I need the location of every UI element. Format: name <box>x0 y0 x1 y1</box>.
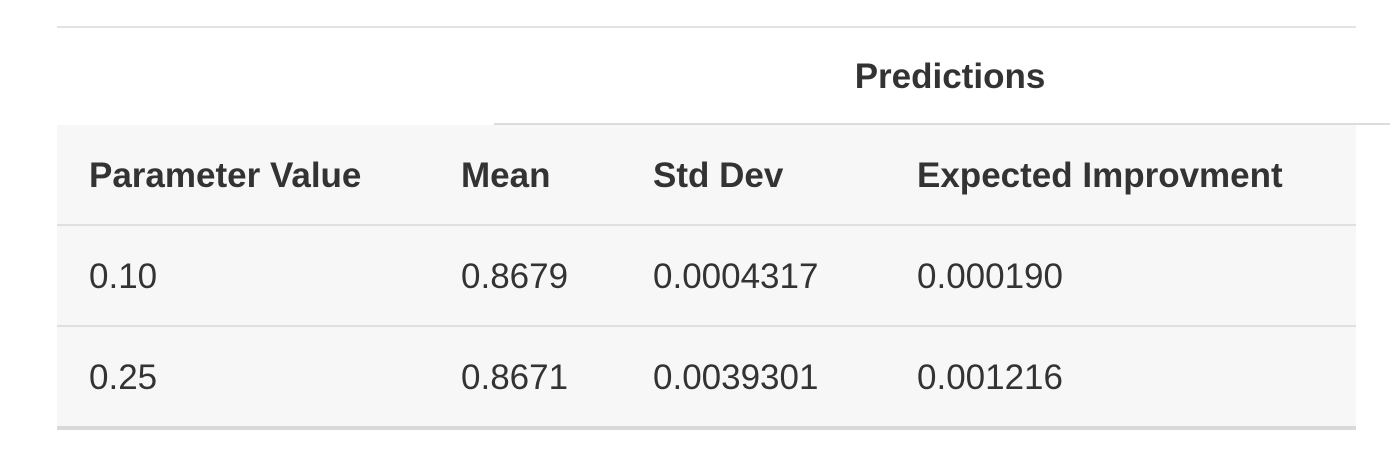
table-row: 0.10 0.8679 0.0004317 0.000190 <box>57 226 1356 327</box>
table-header-row: Parameter Value Mean Std Dev Expected Im… <box>57 125 1356 226</box>
header-parameter-value: Parameter Value <box>89 156 362 195</box>
cell-std-dev: 0.0039301 <box>653 358 819 397</box>
predictions-table: Parameter Value Mean Std Dev Expected Im… <box>57 125 1356 430</box>
column-spanner-row: Predictions <box>57 28 1390 125</box>
cell-std-dev: 0.0004317 <box>653 257 819 296</box>
header-std-dev: Std Dev <box>653 156 784 195</box>
predictions-spanner-label: Predictions <box>854 57 1046 96</box>
cell-parameter-value: 0.10 <box>89 257 158 296</box>
cell-mean: 0.8679 <box>461 257 569 296</box>
cell-parameter-value: 0.25 <box>89 358 158 397</box>
header-mean: Mean <box>461 156 551 195</box>
cell-expected-improvement: 0.000190 <box>917 257 1063 296</box>
table-row: 0.25 0.8671 0.0039301 0.001216 <box>57 327 1356 430</box>
cell-mean: 0.8671 <box>461 358 569 397</box>
spanner-underline <box>494 123 1390 125</box>
cell-expected-improvement: 0.001216 <box>917 358 1063 397</box>
header-expected-improvement: Expected Improvment <box>917 156 1283 195</box>
table-top-rule <box>57 26 1356 28</box>
